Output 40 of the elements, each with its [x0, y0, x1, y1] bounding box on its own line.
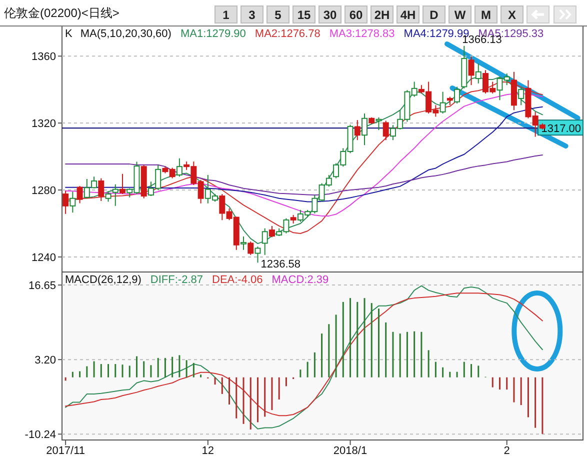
y-tick-label: -10.24 — [24, 429, 56, 442]
candlestick — [475, 62, 482, 84]
y-tick-label: 16.65 — [28, 280, 56, 292]
text: 1 — [222, 8, 230, 22]
text: M — [481, 8, 491, 22]
y-tick-label: 3.20 — [34, 354, 56, 367]
candlestick — [510, 71, 517, 111]
text: 5 — [274, 8, 282, 22]
text: 3 — [248, 8, 256, 22]
y-tick-label: 1240 — [32, 252, 56, 264]
text: 30 — [323, 8, 337, 22]
chart-title: 伦敦金(02200)<日线> — [4, 6, 120, 20]
text: DIFF:-2.87 — [150, 274, 203, 286]
line-series — [65, 154, 543, 196]
text: W — [454, 8, 466, 22]
text: MA2:1276.78 — [254, 28, 320, 40]
y-axis-title: K — [65, 28, 73, 40]
text: X — [508, 8, 516, 22]
text: DEA:-4.06 — [212, 274, 263, 286]
x-tick-label: 2 — [504, 445, 510, 457]
text: 4H — [400, 8, 416, 22]
x-tick-label: 2018/1 — [333, 445, 368, 457]
candlestick — [362, 113, 368, 146]
y-tick-label: 1360 — [32, 51, 56, 64]
x-tick-label: 12 — [202, 445, 214, 457]
annotation: 1236.58 — [260, 258, 300, 271]
candlestick — [240, 236, 246, 250]
legend-title: MACD(26,12,9) — [65, 274, 142, 286]
legend-title: MA(5,10,20,30,60) — [80, 28, 172, 40]
y-tick-label: 1280 — [32, 185, 56, 197]
text: 2H — [374, 8, 390, 22]
text: MA1:1279.90 — [180, 28, 246, 40]
x-tick-label: 2017/11 — [46, 445, 86, 457]
text: D — [430, 8, 439, 22]
y-tick-label: 1320 — [32, 118, 56, 130]
series-label: MACD:2.39 — [272, 274, 329, 286]
candlestick — [112, 184, 118, 206]
text: 15 — [297, 8, 311, 22]
text: 60 — [349, 8, 363, 22]
text: MA3:1278.83 — [329, 28, 395, 40]
